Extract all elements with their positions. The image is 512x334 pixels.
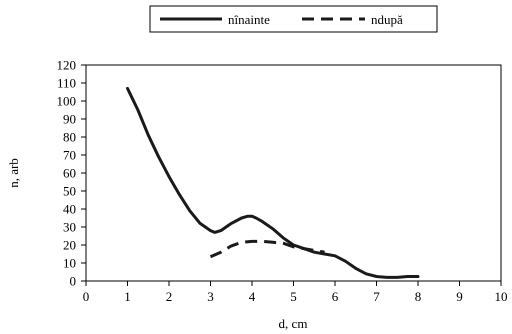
x-tick-label-5: 5 [290, 289, 297, 304]
y-tick-label-9: 90 [63, 112, 76, 127]
x-axis: 0 1 2 3 4 5 6 7 8 9 10 [83, 281, 508, 304]
x-tick-label-1: 1 [124, 289, 131, 304]
x-tick-label-10: 10 [495, 289, 508, 304]
x-tick-label-4: 4 [249, 289, 256, 304]
series-layer [126, 86, 420, 279]
plot-area [85, 64, 502, 282]
x-tick-label-6: 6 [332, 289, 339, 304]
y-tick-label-3: 30 [63, 220, 76, 235]
y-tick-label-0: 0 [70, 274, 77, 289]
y-tick-label-8: 80 [63, 130, 76, 145]
x-tick-label-2: 2 [166, 289, 173, 304]
x-tick-label-7: 7 [373, 289, 380, 304]
y-tick-label-12: 120 [57, 58, 77, 73]
x-tick-label-8: 8 [415, 289, 422, 304]
y-tick-label-7: 70 [63, 148, 76, 163]
y-tick-label-11: 110 [57, 76, 76, 91]
y-tick-label-1: 10 [63, 256, 76, 271]
y-tick-label-4: 40 [63, 202, 76, 217]
x-tick-label-0: 0 [83, 289, 90, 304]
x-tick-label-3: 3 [207, 289, 214, 304]
y-tick-label-6: 60 [63, 166, 76, 181]
legend-label-series-2: ndupă [371, 12, 403, 27]
y-tick-label-5: 50 [63, 184, 76, 199]
y-axis: 0 10 20 30 40 50 60 70 80 90 100 110 120 [57, 58, 86, 289]
series-line-2 [209, 239, 325, 259]
series-line-1 [126, 86, 420, 279]
legend-label-series-1: nînainte [228, 12, 270, 27]
y-tick-label-2: 20 [63, 238, 76, 253]
y-axis-label: n, arb [6, 158, 21, 188]
x-tick-label-9: 9 [456, 289, 463, 304]
legend: nînainte ndupă [149, 5, 438, 33]
x-axis-label: d, cm [279, 316, 308, 331]
y-tick-label-10: 100 [57, 94, 77, 109]
